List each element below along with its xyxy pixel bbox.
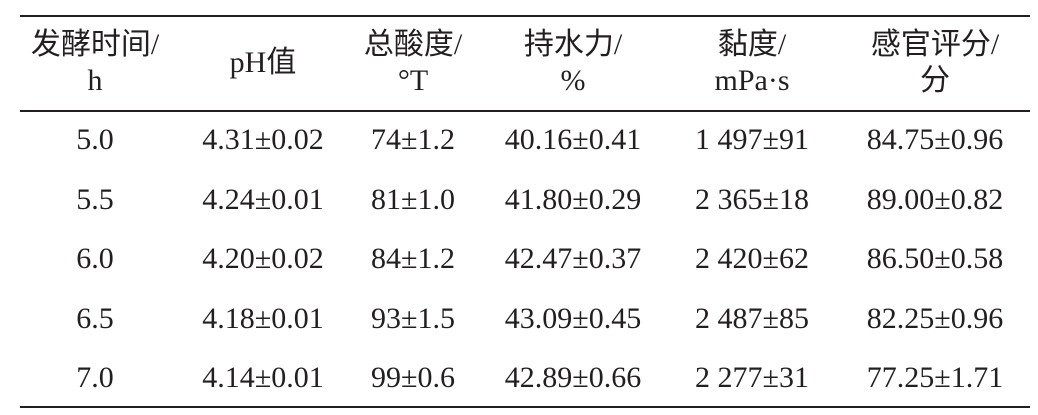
table-cell: 6.5: [76, 302, 114, 335]
table-cell: 93±1.5: [371, 302, 455, 335]
table-cell: 4.24±0.01: [202, 183, 324, 216]
header-line: 分: [920, 64, 950, 97]
table-cell: 2 487±85: [695, 302, 809, 335]
table-cell: 86.50±0.58: [866, 242, 1004, 275]
header-line: 持水力/: [523, 28, 623, 61]
table-cell: 2 277±31: [695, 361, 809, 394]
table-cell: 5.0: [76, 123, 114, 156]
top-rule: [20, 15, 1030, 17]
table-cell: 99±0.6: [371, 361, 455, 394]
header-line: 发酵时间/: [30, 28, 160, 61]
header-line: mPa·s: [714, 64, 790, 97]
header-line: pH值: [229, 46, 297, 79]
table-cell: 2 365±18: [695, 183, 809, 216]
header-cell: 总酸度/°T: [364, 27, 462, 99]
table-cell: 4.20±0.02: [202, 242, 324, 275]
header-line: %: [560, 64, 586, 97]
table-cell: 40.16±0.41: [504, 123, 642, 156]
table-cell: 41.80±0.29: [504, 183, 642, 216]
header-line: 总酸度/: [363, 28, 463, 61]
table-cell: 4.14±0.01: [202, 361, 324, 394]
table-cell: 7.0: [76, 361, 114, 394]
table-cell: 81±1.0: [371, 183, 455, 216]
table-cell: 82.25±0.96: [866, 302, 1004, 335]
header-cell: 黏度/mPa·s: [715, 27, 790, 99]
header-cell: 感官评分/分: [871, 27, 999, 99]
table-cell: 89.00±0.82: [866, 183, 1004, 216]
table-cell: 77.25±1.71: [866, 361, 1004, 394]
table-cell: 84.75±0.96: [866, 123, 1004, 156]
table-cell: 84±1.2: [371, 242, 455, 275]
table-cell: 42.47±0.37: [504, 242, 642, 275]
table-cell: 4.18±0.01: [202, 302, 324, 335]
header-line: h: [87, 64, 103, 97]
header-cell: pH值: [230, 45, 297, 81]
header-cell: 持水力/%: [524, 27, 622, 99]
table-cell: 43.09±0.45: [504, 302, 642, 335]
table-cell: 1 497±91: [695, 123, 809, 156]
header-cell: 发酵时间/h: [31, 27, 159, 99]
table-cell: 4.31±0.02: [202, 123, 324, 156]
table-cell: 5.5: [76, 183, 114, 216]
table-cell: 42.89±0.66: [504, 361, 642, 394]
table-cell: 74±1.2: [371, 123, 455, 156]
header-line: 黏度/: [717, 28, 787, 61]
table-cell: 6.0: [76, 242, 114, 275]
header-line: 感官评分/: [870, 28, 1000, 61]
header-line: °T: [397, 64, 429, 97]
bottom-rule: [20, 406, 1030, 408]
header-rule: [20, 110, 1030, 112]
table-cell: 2 420±62: [695, 242, 809, 275]
